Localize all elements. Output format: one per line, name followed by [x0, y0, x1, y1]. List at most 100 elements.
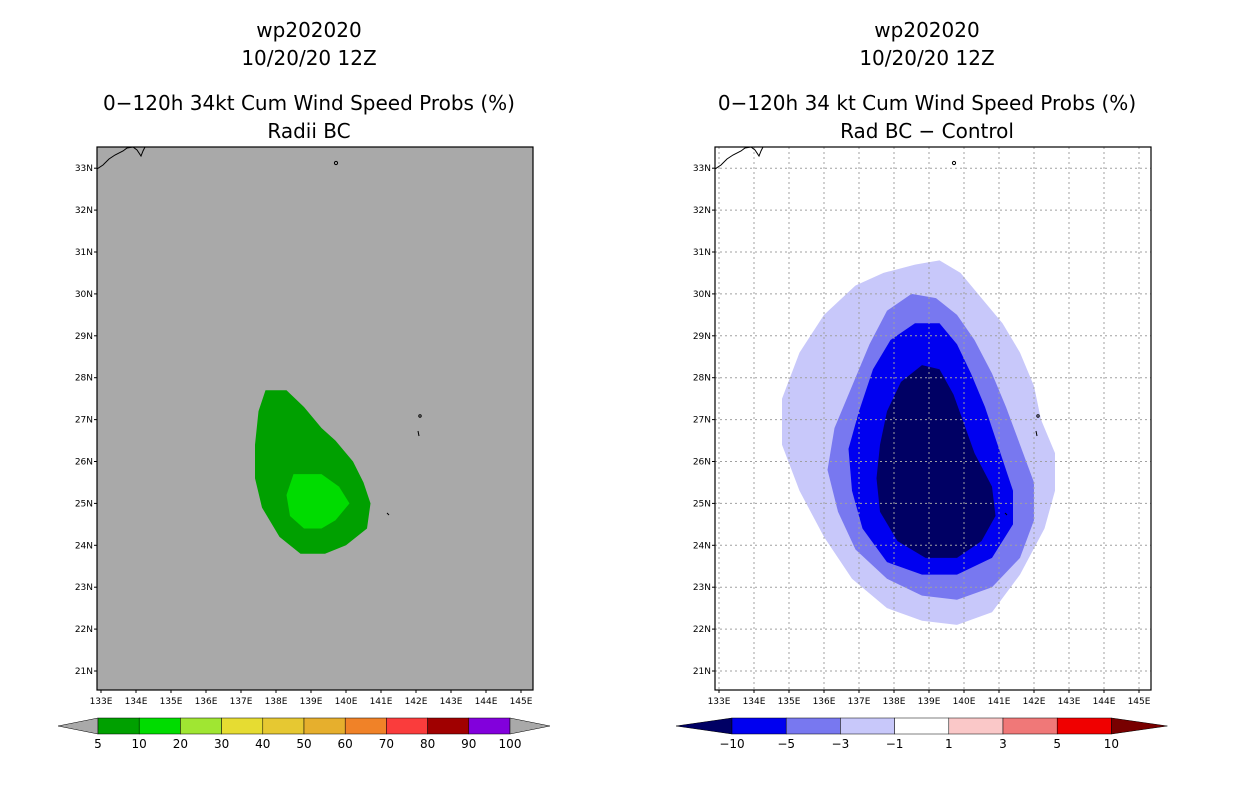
y-tick-label: 24N [693, 541, 711, 551]
map-background [97, 147, 533, 690]
x-tick-label: 139E [300, 697, 323, 707]
colorbar-box [138, 717, 181, 735]
island-icon [1036, 414, 1040, 418]
colorbar-box [948, 717, 1004, 735]
colorbar-box [894, 717, 950, 735]
colorbar-label: 30 [214, 737, 229, 751]
colorbar-box [262, 717, 305, 735]
colorbar-box [427, 717, 470, 735]
y-tick-label: 21N [693, 667, 711, 677]
y-tick-label: 25N [693, 499, 711, 509]
y-tick-label: 25N [75, 499, 93, 509]
y-tick-label: 21N [75, 667, 93, 677]
colorbar-box [97, 717, 140, 735]
y-tick-label: 24N [75, 541, 93, 551]
x-tick-label: 145E [1128, 697, 1151, 707]
left-title-date: 10/20/20 12Z [241, 46, 376, 70]
y-tick-label: 33N [75, 164, 93, 174]
x-tick-label: 141E [370, 697, 393, 707]
y-tick-label: 29N [693, 332, 711, 342]
y-tick-label: 28N [693, 374, 711, 384]
colorbar-label: 50 [296, 737, 311, 751]
colorbar-box [221, 717, 264, 735]
y-tick-label: 26N [693, 458, 711, 468]
y-tick-label: 32N [75, 206, 93, 216]
colorbar-label: 10 [1104, 737, 1119, 751]
x-tick-label: 140E [335, 697, 358, 707]
x-tick-label: 133E [90, 697, 113, 707]
right-title-storm-id: wp202020 [874, 18, 979, 42]
colorbar-high-end [1111, 717, 1168, 735]
grid-lines [715, 147, 1151, 690]
x-tick-label: 138E [883, 697, 906, 707]
x-tick-label: 135E [778, 697, 801, 707]
x-tick-label: 144E [1093, 697, 1116, 707]
map-frame [96, 146, 534, 691]
colorbar-high-end [509, 717, 551, 735]
colorbar-label: 60 [338, 737, 353, 751]
coastline [97, 147, 146, 170]
colorbar-low-end [675, 717, 733, 735]
y-tick-label: 22N [75, 625, 93, 635]
right-colorbar: −10 −5 −3 −1 1 3 5 10 [675, 717, 1168, 751]
x-tick-label: 137E [848, 697, 871, 707]
x-tick-label: 133E [708, 697, 731, 707]
contour-10-20 [286, 474, 350, 529]
x-tick-label: 134E [125, 697, 148, 707]
y-tick-label: 22N [693, 625, 711, 635]
colorbar-label: −3 [832, 737, 850, 751]
y-tick-label: 23N [693, 583, 711, 593]
left-title-subtitle: Radii BC [267, 119, 350, 143]
x-tick-label: 139E [918, 697, 941, 707]
x-tick-label: 134E [743, 697, 766, 707]
colorbar-low-end [57, 717, 99, 735]
x-tick-label: 140E [953, 697, 976, 707]
right-title-product: 0−120h 34 kt Cum Wind Speed Probs (%) [718, 91, 1136, 115]
colorbar-label: 40 [255, 737, 270, 751]
island-icon [418, 414, 422, 418]
island-icon [951, 160, 957, 166]
x-tick-label: 135E [160, 697, 183, 707]
right-panel: wp202020 10/20/20 12Z 0−120h 34 kt Cum W… [675, 18, 1168, 751]
island-icon [417, 430, 420, 437]
right-map: 133E 134E 135E 136E 137E 138E 139E 140E 141E 142E… [693, 146, 1152, 707]
colorbar-label: −1 [886, 737, 904, 751]
map-plot-area [97, 147, 422, 554]
y-tick-label: 27N [693, 416, 711, 426]
island-icon [333, 160, 339, 166]
colorbar-label: 3 [999, 737, 1007, 751]
colorbar-label: −5 [777, 737, 795, 751]
left-map: 133E 134E 135E 136E 137E 138E 139E 140E 141E 142E… [75, 146, 534, 707]
x-tick-label: 137E [230, 697, 253, 707]
map-frame [714, 146, 1152, 691]
colorbar-label: −10 [719, 737, 744, 751]
colorbar-label: 80 [420, 737, 435, 751]
colorbar-box [303, 717, 346, 735]
colorbar-label: 5 [94, 737, 102, 751]
left-title-storm-id: wp202020 [256, 18, 361, 42]
y-tick-label: 30N [693, 290, 711, 300]
colorbar-label: 10 [132, 737, 147, 751]
x-tick-label: 141E [988, 697, 1011, 707]
colorbar-box [1002, 717, 1058, 735]
colorbar-label: 100 [499, 737, 522, 751]
y-tick-label: 31N [75, 248, 93, 258]
x-tick-label: 136E [195, 697, 218, 707]
y-tick-label: 23N [75, 583, 93, 593]
y-tick-label: 28N [75, 374, 93, 384]
y-tick-label: 26N [75, 458, 93, 468]
y-tick-label: 32N [693, 206, 711, 216]
y-tick-label: 30N [75, 290, 93, 300]
x-tick-label: 143E [1058, 697, 1081, 707]
colorbar-label: 20 [173, 737, 188, 751]
colorbar-label: 5 [1053, 737, 1061, 751]
y-tick-label: 29N [75, 332, 93, 342]
colorbar-label: 1 [945, 737, 953, 751]
y-tick-label: 33N [693, 164, 711, 174]
left-title-product: 0−120h 34kt Cum Wind Speed Probs (%) [103, 91, 515, 115]
x-tick-label: 138E [265, 697, 288, 707]
colorbar-label: 70 [379, 737, 394, 751]
x-tick-label: 144E [475, 697, 498, 707]
x-tick-label: 145E [510, 697, 533, 707]
